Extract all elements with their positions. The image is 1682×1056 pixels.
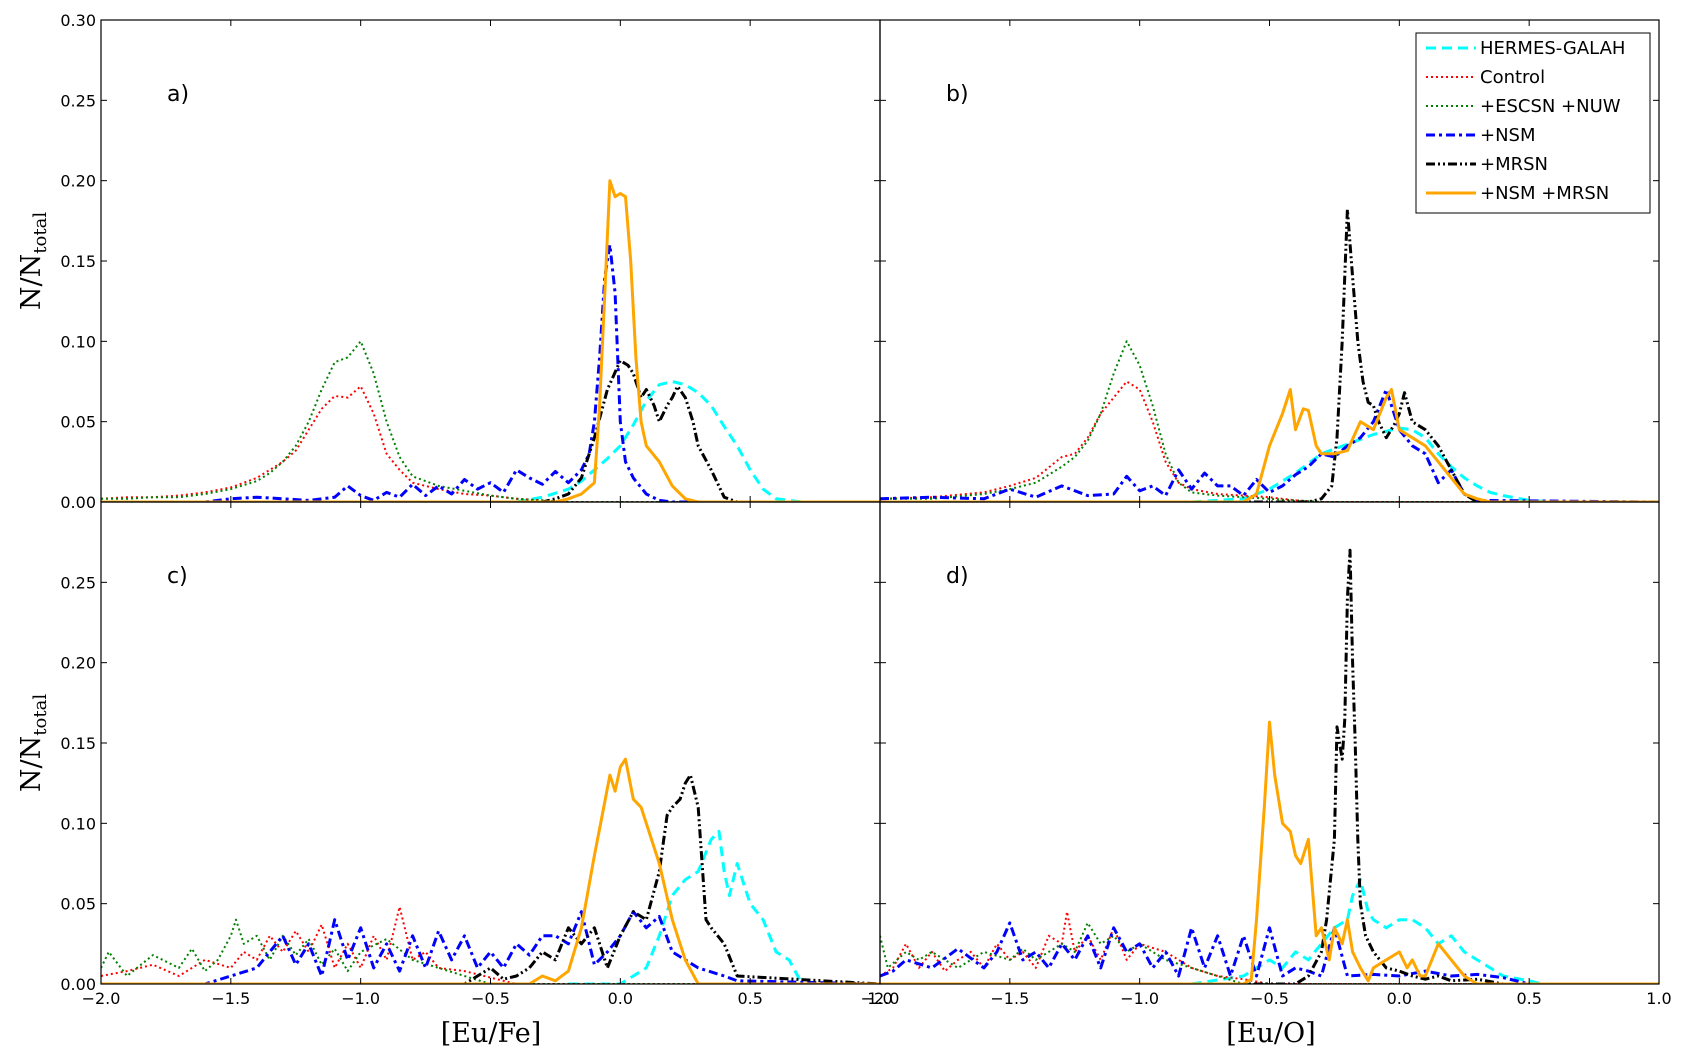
- series-line-galah: [568, 829, 880, 984]
- ylabel-top-sub: total: [30, 212, 51, 254]
- x-tick-label: −0.5: [1250, 989, 1289, 1008]
- series-line-galah: [1191, 878, 1659, 984]
- legend-label: +NSM +MRSN: [1480, 183, 1609, 204]
- y-tick-label: 0.25: [60, 91, 96, 110]
- svg-text:N/Ntotal: N/Ntotal: [16, 212, 51, 310]
- series-line-nsm_mrsn: [101, 757, 880, 984]
- legend-entry: +NSM: [1426, 125, 1536, 146]
- panel-a: a) 0.00 0.05 0.10 0.15 0.20 0.25 0.30: [60, 11, 880, 512]
- series-line-escsn: [880, 921, 1659, 984]
- legend-entry: +NSM +MRSN: [1426, 183, 1609, 204]
- axes-frame: [100, 19, 881, 503]
- series-line-nsm: [880, 388, 1659, 502]
- x-tick-label: −1.0: [1120, 989, 1159, 1008]
- legend: HERMES-GALAH Control +ESCSN +NUW +NSM +MRSN +…: [1415, 32, 1651, 214]
- y-tick-label: 0.10: [60, 332, 96, 351]
- y-tick-label: 0.00: [60, 493, 96, 512]
- x-tick-label: −1.5: [990, 989, 1029, 1008]
- y-tick-label: 0.00: [60, 975, 96, 994]
- series-line-nsm: [101, 910, 880, 984]
- y-tick-label: 0.10: [60, 814, 96, 833]
- series-line-galah: [1191, 426, 1659, 502]
- legend-label: +ESCSN +NUW: [1480, 96, 1621, 117]
- series-line-nsm_mrsn: [101, 179, 880, 502]
- series-line-escsn: [101, 918, 880, 984]
- panel-label: d): [946, 564, 969, 589]
- ylabel-top: N/Ntotal: [16, 212, 51, 310]
- series-line-control: [880, 910, 1659, 984]
- series-line-control: [880, 380, 1659, 502]
- series-line-mrsn: [880, 548, 1659, 984]
- series-line-escsn: [880, 340, 1659, 502]
- series-line-escsn: [101, 340, 880, 502]
- x-tick-label: −0.5: [471, 989, 510, 1008]
- panel-label: a): [167, 82, 189, 107]
- x-tick-label: −2.0: [861, 989, 900, 1008]
- legend-label: +MRSN: [1480, 154, 1548, 175]
- x-tick-label: −2.0: [82, 989, 121, 1008]
- panel-label: c): [167, 564, 188, 589]
- series-line-mrsn: [101, 359, 880, 502]
- legend-label: Control: [1480, 67, 1545, 88]
- series-line-nsm_mrsn: [880, 720, 1659, 984]
- legend-label: HERMES-GALAH: [1480, 38, 1625, 59]
- legend-label: +NSM: [1480, 125, 1536, 146]
- y-tick-label: 0.15: [60, 734, 96, 753]
- ylabel-bottom-sub: total: [30, 694, 51, 736]
- series-line-galah: [516, 380, 880, 502]
- xlabel-right: [Eu/O]: [1226, 1018, 1315, 1049]
- ylabel-bottom: N/Ntotal: [16, 694, 51, 792]
- panel-d: d) −2.0 −1.5 −1.0 −0.5 0.0 0.5 1.0: [861, 548, 1672, 1008]
- panel-label: b): [946, 82, 969, 107]
- x-tick-label: −1.5: [211, 989, 250, 1008]
- y-tick-label: 0.05: [60, 895, 96, 914]
- axes-frame: [100, 501, 881, 985]
- ylabel-top-main: N/N: [16, 254, 47, 310]
- xlabel-left: [Eu/Fe]: [441, 1018, 542, 1049]
- x-tick-label: 0.0: [608, 989, 633, 1008]
- legend-entry: Control: [1426, 67, 1545, 88]
- legend-entry: +ESCSN +NUW: [1426, 96, 1621, 117]
- y-tick-label: 0.20: [60, 654, 96, 673]
- legend-entry: +MRSN: [1426, 154, 1548, 175]
- series-line-control: [101, 385, 880, 502]
- x-tick-label: 0.5: [737, 989, 762, 1008]
- x-tick-label: −1.0: [341, 989, 380, 1008]
- y-tick-label: 0.15: [60, 252, 96, 271]
- series-line-mrsn: [101, 773, 880, 984]
- x-tick-label: 0.5: [1516, 989, 1541, 1008]
- series-line-nsm: [880, 921, 1659, 984]
- y-tick-label: 0.20: [60, 172, 96, 191]
- legend-entry: HERMES-GALAH: [1426, 38, 1625, 59]
- axes-frame: [879, 501, 1660, 985]
- series-line-nsm: [152, 243, 880, 502]
- y-tick-label: 0.05: [60, 413, 96, 432]
- series-line-nsm_mrsn: [880, 388, 1659, 502]
- ylabel-bottom-main: N/N: [16, 736, 47, 792]
- legend-box: [1415, 32, 1651, 214]
- panel-c: c) 0.00 0.05 0.10 0.15 0.20 0.25 −2.0 −1.5 −1.0 −0…: [60, 564, 892, 1008]
- svg-text:N/Ntotal: N/Ntotal: [16, 694, 51, 792]
- y-tick-label: 0.25: [60, 573, 96, 592]
- x-tick-label: 1.0: [1646, 989, 1671, 1008]
- series-line-mrsn: [880, 208, 1659, 502]
- y-tick-label: 0.30: [60, 11, 96, 30]
- panel-b: b): [880, 82, 1659, 502]
- x-tick-label: 1.0: [867, 989, 892, 1008]
- x-tick-label: 0.0: [1387, 989, 1412, 1008]
